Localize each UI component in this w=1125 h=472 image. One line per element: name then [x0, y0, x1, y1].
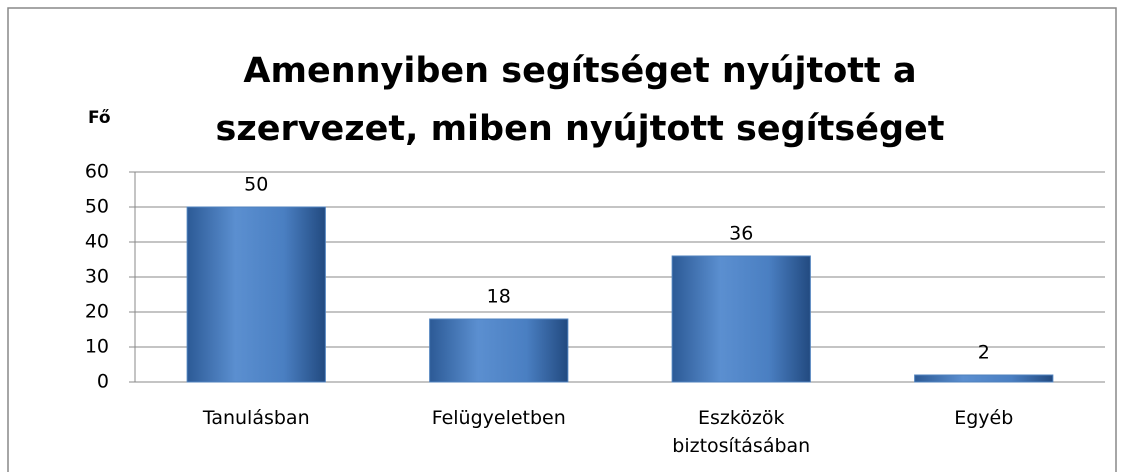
y-tick-label: 0 [97, 371, 109, 393]
y-axis-label: Fő [88, 108, 111, 128]
chart-title: Amennyiben segítséget nyújtott a szervez… [215, 51, 945, 149]
value-label: 50 [244, 174, 268, 196]
value-label: 36 [729, 223, 753, 245]
chart-frame [7, 7, 1117, 472]
y-tick-label: 40 [85, 231, 109, 253]
bar [186, 206, 326, 383]
x-tick-label: Tanulásban [202, 407, 310, 429]
x-tick-label: Egyéb [954, 407, 1014, 429]
y-tick-label: 20 [85, 301, 109, 323]
bar [914, 374, 1054, 383]
x-tick-label: Felügyeletben [431, 407, 566, 429]
value-label: 18 [487, 286, 511, 308]
y-tick-label: 60 [85, 161, 109, 183]
bar [671, 255, 811, 383]
value-label: 2 [978, 342, 990, 364]
y-tick-label: 30 [85, 266, 109, 288]
y-tick-label: 10 [85, 336, 109, 358]
y-tick-label: 50 [85, 196, 109, 218]
bar [429, 318, 569, 383]
x-tick-label: Eszközök biztosításában [672, 407, 811, 457]
